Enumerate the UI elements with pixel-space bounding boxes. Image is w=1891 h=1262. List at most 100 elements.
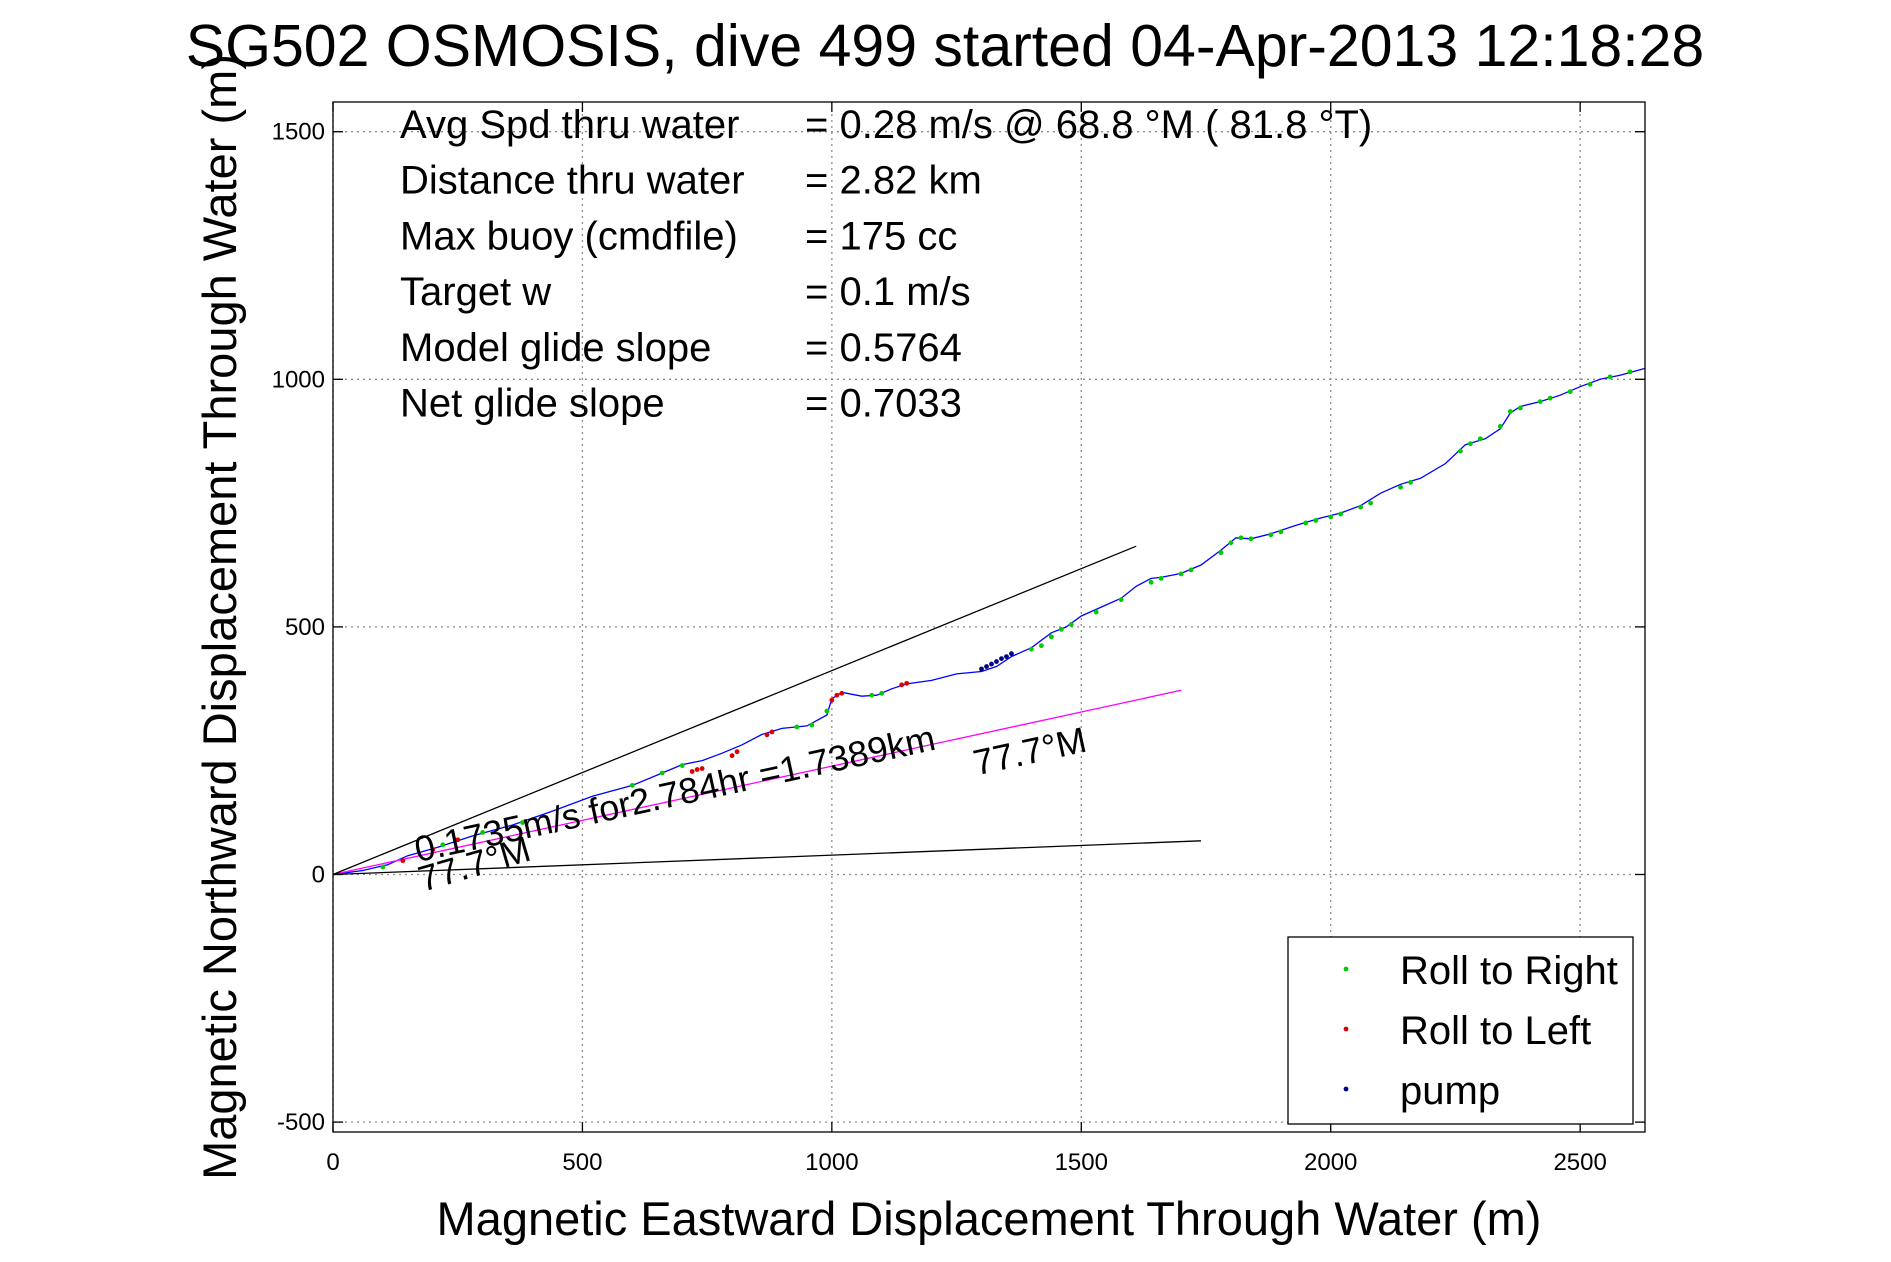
series-point [729, 753, 735, 759]
x-tick-label: 500 [562, 1149, 602, 1176]
series-point [1238, 535, 1244, 541]
info-label: Model glide slope [400, 326, 711, 370]
y-tick-label: 500 [285, 614, 325, 641]
series-point [734, 749, 740, 755]
info-label: Max buoy (cmdfile) [400, 214, 738, 258]
series-point [1313, 518, 1319, 523]
series-point [979, 666, 984, 672]
series-point [764, 732, 770, 738]
series-line [332, 840, 1202, 876]
series-point [1004, 654, 1009, 660]
series-point [1268, 532, 1274, 538]
series-point [829, 697, 835, 703]
y-tick-label: 0 [312, 862, 325, 889]
info-label: Net glide slope [400, 382, 665, 426]
series-point [984, 664, 989, 669]
series-line [332, 545, 1137, 876]
series-point [999, 656, 1004, 661]
series-point [1477, 436, 1483, 442]
series-point [794, 724, 800, 730]
series-point [1228, 540, 1234, 546]
series-point [1068, 622, 1074, 627]
x-tick-label: 1500 [1055, 1149, 1108, 1176]
series-point [1408, 479, 1413, 485]
series-line [332, 367, 1646, 876]
series-point [1517, 405, 1523, 411]
legend-label: pump [1400, 1069, 1500, 1113]
series-point [380, 864, 386, 870]
series-point [1467, 441, 1473, 447]
series-point [1188, 567, 1194, 573]
legend-label: Roll to Left [1400, 1009, 1591, 1053]
series-point [1458, 448, 1463, 454]
info-value: = 175 cc [805, 214, 957, 258]
series-point [904, 680, 910, 686]
x-tick-label: 1000 [805, 1149, 858, 1176]
series-point [699, 766, 705, 771]
series-point [629, 782, 635, 788]
series-point [869, 692, 875, 698]
info-label: Avg Spd thru water [400, 103, 739, 147]
series-point [1118, 597, 1124, 603]
series-point [1278, 529, 1284, 535]
series-point [839, 690, 845, 696]
series-point [1029, 646, 1034, 652]
x-axis-label: Magnetic Eastward Displacement Through W… [437, 1192, 1542, 1245]
series-point [1158, 575, 1164, 581]
series-point [1218, 550, 1224, 556]
legend-marker [1343, 1026, 1349, 1032]
info-value: = 0.28 m/s @ 68.8 °M ( 81.8 °T) [805, 103, 1372, 147]
info-value: = 0.7033 [805, 382, 962, 426]
series-point [879, 690, 885, 696]
series-point [834, 692, 840, 698]
series-point [824, 708, 830, 714]
info-label: Target w [400, 270, 551, 314]
info-block: Avg Spd thru water = 0.28 m/s @ 68.8 °M (… [400, 103, 1372, 426]
series-point [400, 858, 406, 864]
series-point [809, 722, 815, 728]
series-point [899, 682, 905, 688]
series-layer [332, 367, 1646, 876]
series-point [769, 729, 775, 735]
series-point [520, 820, 525, 825]
series-point [1148, 579, 1154, 585]
series-point [455, 837, 461, 843]
series-point [1497, 423, 1503, 429]
series-point [694, 767, 700, 772]
series-point [1009, 651, 1014, 657]
series-point [679, 763, 685, 768]
y-tick-label: 1500 [272, 119, 325, 146]
plot-frame [332, 101, 1646, 1133]
series-point [1303, 520, 1309, 526]
series-point [1537, 399, 1543, 404]
series-point [1368, 500, 1374, 506]
info-value: = 0.1 m/s [805, 270, 971, 314]
series-point [1627, 369, 1633, 375]
series-point [1358, 504, 1364, 510]
x-tick-label: 2000 [1304, 1149, 1357, 1176]
series-point [1338, 511, 1344, 517]
series-point [1178, 571, 1184, 577]
x-tick-label: 0 [326, 1149, 339, 1176]
legend-marker [1343, 1086, 1349, 1092]
y-axis-label: Magnetic Northward Displacement Through … [193, 54, 246, 1180]
series-point [1048, 634, 1054, 640]
series-point [430, 847, 436, 853]
series-point [1038, 643, 1044, 649]
series-point [1547, 395, 1553, 401]
series-point [1567, 389, 1573, 395]
series-point [659, 770, 665, 776]
y-tick-label: -500 [277, 1109, 325, 1136]
series-point [1058, 626, 1064, 632]
series-point [1587, 381, 1593, 387]
series-point [1398, 484, 1403, 490]
series-point [989, 661, 994, 667]
series-point [480, 830, 486, 835]
legend-label: Roll to Right [1400, 949, 1618, 993]
info-value: = 0.5764 [805, 326, 962, 370]
y-tick-label: 1000 [272, 366, 325, 393]
series-point [1607, 374, 1613, 380]
chart-title: SG502 OSMOSIS, dive 499 started 04-Apr-2… [186, 13, 1705, 79]
